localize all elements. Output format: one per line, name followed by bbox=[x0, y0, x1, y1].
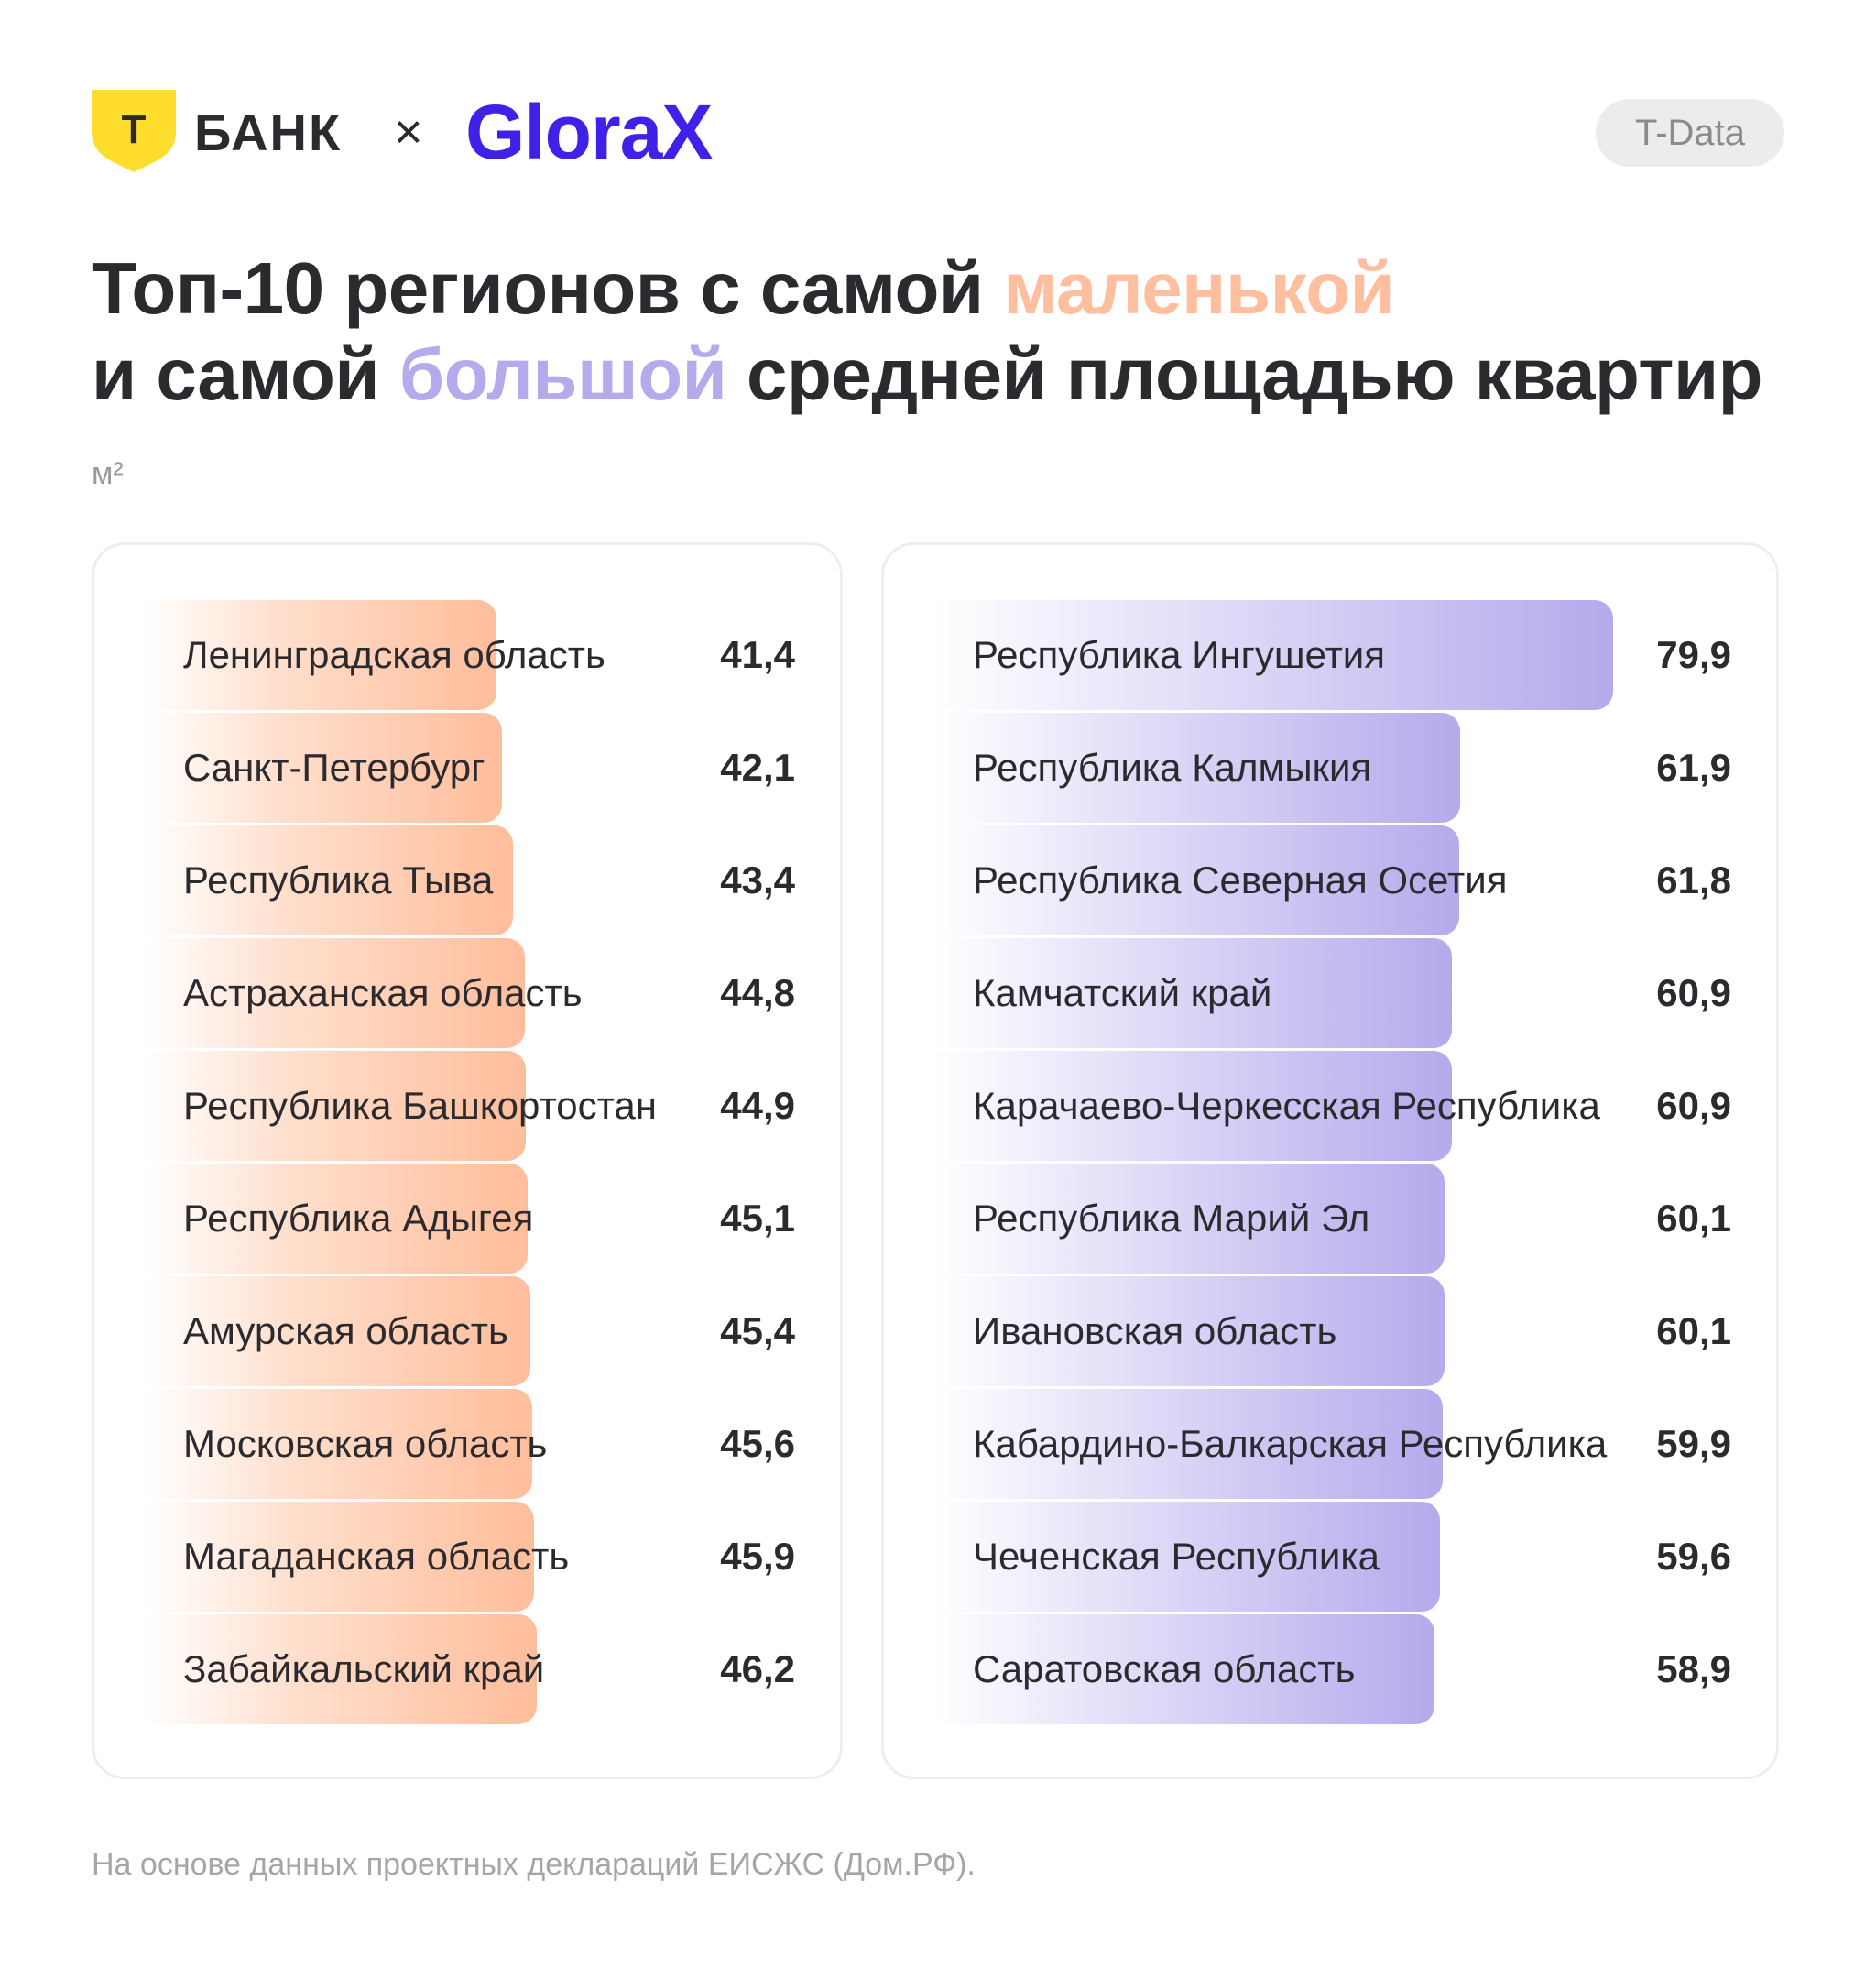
cross-separator-icon: × bbox=[394, 104, 423, 159]
bar-row: Саратовская область 58,9 bbox=[934, 1614, 1731, 1724]
bar bbox=[145, 1164, 528, 1274]
title-highlight-small: маленькой bbox=[1003, 247, 1395, 329]
value-label: 59,6 bbox=[1656, 1535, 1731, 1578]
value-label: 79,9 bbox=[1656, 633, 1731, 676]
bar bbox=[934, 938, 1452, 1048]
category-label: Республика Марий Эл bbox=[973, 1197, 1370, 1240]
category-label: Камчатский край bbox=[973, 971, 1272, 1014]
source-footnote: На основе данных проектных деклараций ЕИ… bbox=[92, 1847, 976, 1882]
value-label: 45,4 bbox=[720, 1309, 795, 1352]
bar-row: Ленинградская область 41,4 bbox=[145, 600, 795, 710]
category-label: Санкт-Петербург bbox=[183, 746, 485, 789]
bar-row: Республика Башкортостан 44,9 bbox=[145, 1051, 795, 1161]
category-label: Кабардино-Балкарская Республика bbox=[973, 1422, 1608, 1465]
bar bbox=[934, 1502, 1440, 1612]
bar-row: Чеченская Республика 59,6 bbox=[934, 1502, 1731, 1612]
tbank-logo-word: БАНК bbox=[194, 103, 343, 161]
value-label: 60,1 bbox=[1656, 1197, 1731, 1240]
value-label: 41,4 bbox=[720, 633, 795, 676]
category-label: Амурская область bbox=[183, 1309, 508, 1352]
category-label: Забайкальский край bbox=[183, 1647, 545, 1690]
value-label: 59,9 bbox=[1656, 1422, 1731, 1465]
bar-row: Амурская область 45,4 bbox=[145, 1276, 795, 1386]
title-highlight-big: большой bbox=[398, 333, 727, 415]
value-label: 42,1 bbox=[720, 746, 795, 789]
category-label: Республика Ингушетия bbox=[973, 633, 1386, 676]
bar bbox=[934, 600, 1613, 710]
category-label: Республика Калмыкия bbox=[973, 746, 1372, 789]
bar-row: Республика Северная Осетия 61,8 bbox=[934, 825, 1731, 935]
value-label: 61,9 bbox=[1656, 746, 1731, 789]
bar bbox=[145, 713, 502, 823]
category-label: Саратовская область bbox=[973, 1647, 1356, 1690]
category-label: Магаданская область bbox=[183, 1535, 570, 1578]
bar-row: Кабардино-Балкарская Республика 59,9 bbox=[934, 1389, 1731, 1499]
bar-row: Республика Марий Эл 60,1 bbox=[934, 1164, 1731, 1274]
bar-row: Забайкальский край 46,2 bbox=[145, 1614, 795, 1724]
tdata-badge: T-Data bbox=[1596, 99, 1784, 167]
value-label: 60,1 bbox=[1656, 1309, 1731, 1352]
bar bbox=[145, 1051, 526, 1161]
bar-row: Санкт-Петербург 42,1 bbox=[145, 713, 795, 823]
category-label: Московская область bbox=[183, 1422, 548, 1465]
bar bbox=[145, 938, 525, 1048]
bar bbox=[145, 1276, 530, 1386]
bar-row: Московская область 45,6 bbox=[145, 1389, 795, 1499]
bar bbox=[934, 1389, 1443, 1499]
value-label: 43,4 bbox=[720, 858, 795, 902]
value-label: 45,6 bbox=[720, 1422, 795, 1465]
category-label: Ивановская область bbox=[973, 1309, 1337, 1352]
bar bbox=[934, 1276, 1445, 1386]
chart-title: Топ-10 регионов с самой маленькой и самой… bbox=[92, 246, 1814, 418]
title-part-1: Топ-10 регионов с самой bbox=[92, 247, 1004, 329]
bar bbox=[145, 1502, 534, 1612]
bar bbox=[145, 1614, 537, 1724]
value-label: 60,9 bbox=[1656, 1084, 1731, 1127]
unit-label: м² bbox=[92, 456, 124, 491]
bar-row: Астраханская область 44,8 bbox=[145, 938, 795, 1048]
bar bbox=[145, 600, 496, 710]
tbank-shield-icon: Т bbox=[92, 90, 176, 172]
bar-row: Ивановская область 60,1 bbox=[934, 1276, 1731, 1386]
tbank-logo-letter: Т bbox=[122, 107, 147, 152]
category-label: Чеченская Республика bbox=[973, 1535, 1380, 1578]
category-label: Астраханская область bbox=[183, 971, 583, 1014]
bar-row: Камчатский край 60,9 bbox=[934, 938, 1731, 1048]
bar-row: Республика Адыгея 45,1 bbox=[145, 1164, 795, 1274]
bar bbox=[145, 1389, 532, 1499]
bar bbox=[934, 1164, 1445, 1274]
header: Т БАНК × GloraX T-Data bbox=[92, 90, 1784, 174]
largest-area-panel: Республика Ингушетия 79,9 Республика Калмы… bbox=[881, 542, 1779, 1779]
value-label: 61,8 bbox=[1656, 858, 1731, 902]
value-label: 58,9 bbox=[1656, 1647, 1731, 1690]
category-label: Республика Северная Осетия bbox=[973, 858, 1508, 902]
title-part-2: и самой bbox=[92, 333, 399, 415]
bar bbox=[934, 713, 1460, 823]
category-label: Ленинградская область bbox=[183, 633, 605, 676]
category-label: Республика Башкортостан bbox=[183, 1084, 657, 1127]
smallest-area-panel: Ленинградская область 41,4 Санкт-Петербург… bbox=[92, 542, 843, 1779]
category-label: Карачаево-Черкесская Республика bbox=[973, 1084, 1600, 1127]
category-label: Республика Тыва bbox=[183, 858, 494, 902]
value-label: 44,9 bbox=[720, 1084, 795, 1127]
bar bbox=[934, 825, 1459, 935]
value-label: 60,9 bbox=[1656, 971, 1731, 1014]
bar bbox=[934, 1051, 1452, 1161]
bar-row: Республика Калмыкия 61,9 bbox=[934, 713, 1731, 823]
bar-row: Республика Ингушетия 79,9 bbox=[934, 600, 1731, 710]
tbank-logo: Т БАНК bbox=[92, 90, 342, 174]
value-label: 44,8 bbox=[720, 971, 795, 1014]
value-label: 45,9 bbox=[720, 1535, 795, 1578]
bar-row: Карачаево-Черкесская Республика 60,9 bbox=[934, 1051, 1731, 1161]
title-part-3: средней площадью квартир bbox=[726, 333, 1762, 415]
bar bbox=[145, 825, 513, 935]
category-label: Республика Адыгея bbox=[183, 1197, 534, 1240]
bar-row: Республика Тыва 43,4 bbox=[145, 825, 795, 935]
bar bbox=[934, 1614, 1434, 1724]
bar-row: Магаданская область 45,9 bbox=[145, 1502, 795, 1612]
glorax-logo: GloraX bbox=[465, 89, 713, 175]
value-label: 46,2 bbox=[720, 1647, 795, 1690]
value-label: 45,1 bbox=[720, 1197, 795, 1240]
